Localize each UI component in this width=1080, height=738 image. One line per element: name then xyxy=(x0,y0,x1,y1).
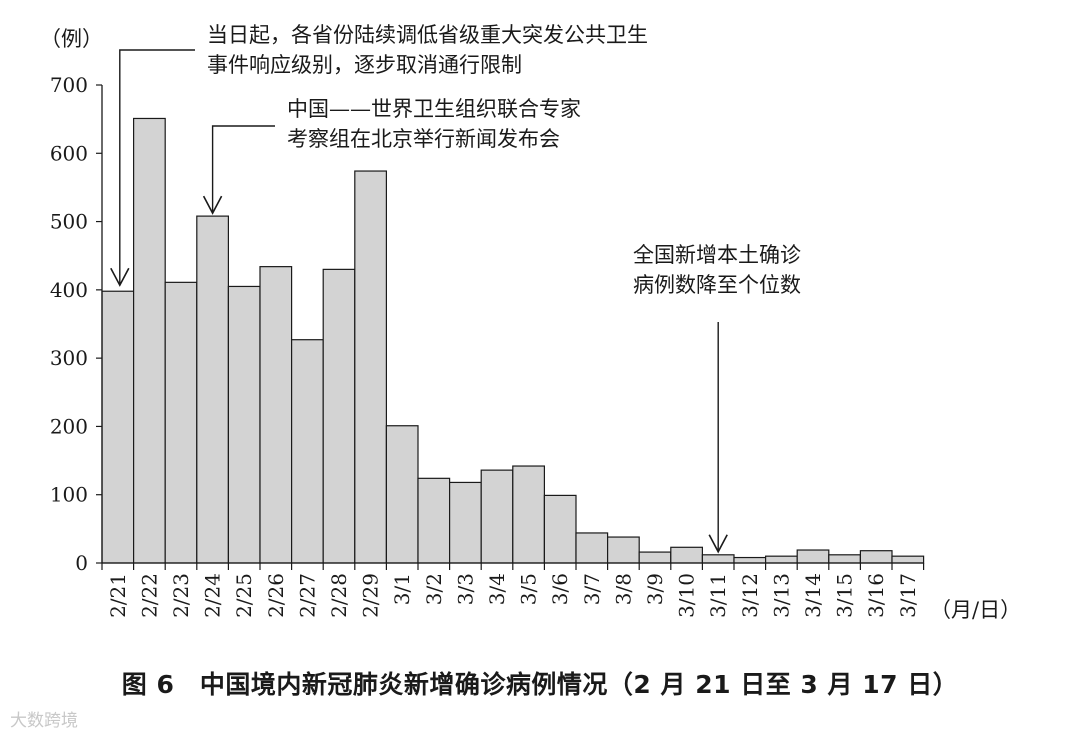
bar-2-27 xyxy=(291,339,324,564)
bar-2-25 xyxy=(227,285,261,564)
y-tick-label-300: 300 xyxy=(50,346,88,370)
arrow-2-24-line xyxy=(211,125,275,214)
bar-2-28 xyxy=(322,268,356,564)
x-tick-label-3-2: 3/2 xyxy=(422,573,446,605)
bar-3-11 xyxy=(701,554,735,564)
bar-3-12 xyxy=(733,556,767,564)
x-tick-label-3-15: 3/15 xyxy=(833,573,857,618)
x-tick-label-3-8: 3/8 xyxy=(611,573,635,605)
bar-chart: 0 100 200 300 400 500 600 700 2/21 2/22 2/23 2/24 2… xyxy=(40,23,1021,622)
x-tick-label-3-9: 3/9 xyxy=(643,573,667,605)
bar-2-21 xyxy=(101,290,135,564)
bar-3-2 xyxy=(417,477,451,564)
bar-3-8 xyxy=(606,536,640,564)
arrow-3-11-head xyxy=(708,534,728,554)
bar-3-1 xyxy=(385,425,419,564)
x-tick-label-3-11: 3/11 xyxy=(706,573,730,618)
watermark: 大数跨境 xyxy=(10,711,78,731)
x-tick-label-2-23: 2/23 xyxy=(169,573,193,618)
y-tick-label-200: 200 xyxy=(50,414,88,438)
y-axis-unit-label: （例） xyxy=(40,27,103,51)
y-ticks: 0 100 200 300 400 500 600 700 xyxy=(50,73,102,575)
bar-3-10 xyxy=(670,546,703,564)
annotation-3-11-line-2: 病例数降至个位数 xyxy=(633,273,801,297)
annotation-2-21: 当日起，各省份陆续调低省级重大突发公共卫生 事件响应级别，逐步取消通行限制 xyxy=(207,23,648,77)
bar-2-24 xyxy=(196,215,230,564)
x-tick-label-3-6: 3/6 xyxy=(548,573,572,605)
annotation-arrows xyxy=(110,49,728,554)
x-tick-label-2-28: 2/28 xyxy=(327,573,351,618)
arrow-2-21-head xyxy=(110,267,130,287)
annotation-2-24: 中国——世界卫生组织联合专家 考察组在北京举行新闻发布会 xyxy=(287,97,581,151)
arrow-2-24-head xyxy=(202,195,223,215)
arrow-2-21-line xyxy=(119,49,195,286)
annotation-2-21-line-2: 事件响应级别，逐步取消通行限制 xyxy=(207,53,522,77)
x-tick-label-2-26: 2/26 xyxy=(264,573,288,618)
x-tick-label-2-25: 2/25 xyxy=(232,573,256,618)
y-tick-label-700: 700 xyxy=(50,73,88,97)
y-tick-label-600: 600 xyxy=(50,141,88,165)
x-ticks: 2/21 2/22 2/23 2/24 2/25 2/26 2/27 2/28 2/29 3/1 3… xyxy=(101,563,925,618)
x-tick-label-3-3: 3/3 xyxy=(453,573,477,605)
x-tick-label-3-1: 3/1 xyxy=(390,573,414,605)
x-tick-label-3-17: 3/17 xyxy=(896,573,920,618)
y-tick-label-100: 100 xyxy=(50,483,88,507)
bars xyxy=(101,117,925,564)
annotation-2-24-line-1: 中国——世界卫生组织联合专家 xyxy=(287,97,581,121)
bar-3-14 xyxy=(796,549,830,564)
bar-3-6 xyxy=(543,494,577,564)
x-tick-label-3-5: 3/5 xyxy=(517,573,541,605)
bar-3-17 xyxy=(891,555,925,564)
x-tick-label-2-27: 2/27 xyxy=(295,573,319,618)
bar-2-23 xyxy=(164,281,198,564)
annotation-3-11: 全国新增本土确诊 病例数降至个位数 xyxy=(633,243,801,297)
bar-3-9 xyxy=(638,551,672,564)
annotation-3-11-line-1: 全国新增本土确诊 xyxy=(633,243,801,267)
x-tick-label-3-13: 3/13 xyxy=(769,573,793,618)
y-tick-label-400: 400 xyxy=(50,278,88,302)
x-tick-label-3-7: 3/7 xyxy=(580,573,604,605)
x-tick-label-2-22: 2/22 xyxy=(137,573,161,618)
annotation-2-21-line-1: 当日起，各省份陆续调低省级重大突发公共卫生 xyxy=(207,23,648,47)
figure-caption: 图 6 中国境内新冠肺炎新增确诊病例情况（2 月 21 日至 3 月 17 日） xyxy=(121,670,959,699)
x-tick-label-3-12: 3/12 xyxy=(738,573,762,618)
bar-3-5 xyxy=(512,465,545,564)
x-tick-label-3-10: 3/10 xyxy=(675,573,699,618)
x-tick-label-2-21: 2/21 xyxy=(106,573,130,618)
x-axis-unit-label: （月/日） xyxy=(930,598,1021,622)
bar-3-3 xyxy=(449,481,482,564)
bar-2-26 xyxy=(259,266,293,564)
bar-2-22 xyxy=(133,117,166,564)
annotation-2-24-line-2: 考察组在北京举行新闻发布会 xyxy=(287,127,560,151)
bar-2-29 xyxy=(354,170,387,564)
bar-3-15 xyxy=(828,554,861,564)
x-tick-label-3-4: 3/4 xyxy=(485,573,509,605)
bar-3-7 xyxy=(575,532,609,564)
bar-3-13 xyxy=(764,555,798,564)
x-tick-label-2-29: 2/29 xyxy=(359,573,383,618)
y-tick-label-500: 500 xyxy=(50,210,88,234)
x-tick-label-3-16: 3/16 xyxy=(864,573,888,618)
bar-3-16 xyxy=(859,550,893,564)
x-tick-label-2-24: 2/24 xyxy=(201,573,225,618)
x-tick-label-3-14: 3/14 xyxy=(801,573,825,618)
bar-3-4 xyxy=(480,469,514,564)
y-tick-label-0: 0 xyxy=(75,551,88,575)
